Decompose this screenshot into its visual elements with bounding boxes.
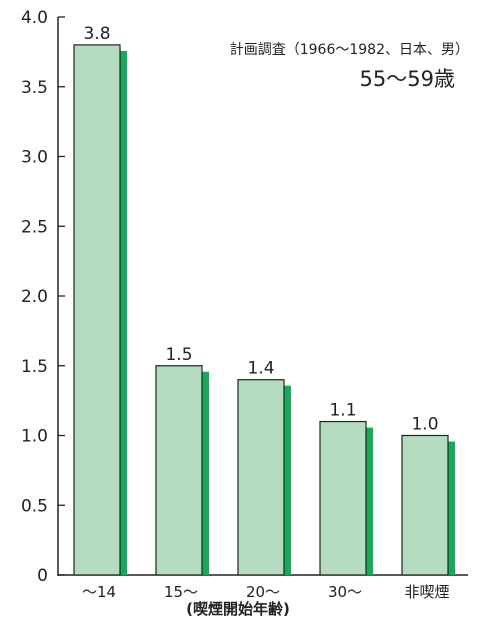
- data-label: 1.1: [329, 401, 356, 421]
- y-tick-label: 1.5: [21, 357, 48, 377]
- data-label: 1.0: [411, 415, 438, 435]
- data-label: 1.5: [165, 345, 192, 365]
- y-tick-label: 2.0: [21, 287, 48, 307]
- annotation-study-info: 計画調査（1966〜1982、日本、男）: [230, 42, 469, 58]
- x-tick-label: 非喫煙: [404, 583, 449, 601]
- labels-layer: 3.8 〜14 1.5 15〜 1.4 20〜 1.1 30〜 1.0 非喫煙: [82, 24, 450, 601]
- bar-shadow: [366, 427, 373, 575]
- y-tick-label: 4.0: [21, 8, 48, 28]
- x-tick-label: 30〜: [328, 583, 362, 601]
- axes-layer: 0 0.5 1.0 1.5 2.0 2.5 3.0 3.5 4.0: [21, 8, 468, 586]
- bar-shadow: [448, 441, 455, 575]
- bar: [155, 365, 203, 576]
- bars-layer: [73, 44, 455, 576]
- bar: [401, 434, 449, 576]
- x-axis-title: (喫煙開始年齢): [186, 600, 290, 618]
- y-tick-label: 0: [37, 566, 48, 586]
- bar: [73, 44, 121, 576]
- bar: [237, 379, 285, 576]
- annotation-age-group: 55〜59歳: [360, 67, 455, 91]
- y-tick-label: 3.5: [21, 78, 48, 98]
- bar: [319, 420, 367, 576]
- bar-shadow: [202, 371, 209, 575]
- y-tick-label: 0.5: [21, 496, 48, 516]
- x-tick-label: 〜14: [82, 583, 116, 601]
- y-tick-label: 2.5: [21, 217, 48, 237]
- y-tick-label: 3.0: [21, 148, 48, 168]
- x-tick-label: 15〜: [164, 583, 198, 601]
- data-label: 3.8: [83, 24, 110, 44]
- bar-shadow: [284, 385, 291, 575]
- y-tick-label: 1.0: [21, 427, 48, 447]
- x-tick-label: 20〜: [246, 583, 280, 601]
- bar-shadow: [120, 50, 127, 575]
- data-label: 1.4: [247, 359, 274, 379]
